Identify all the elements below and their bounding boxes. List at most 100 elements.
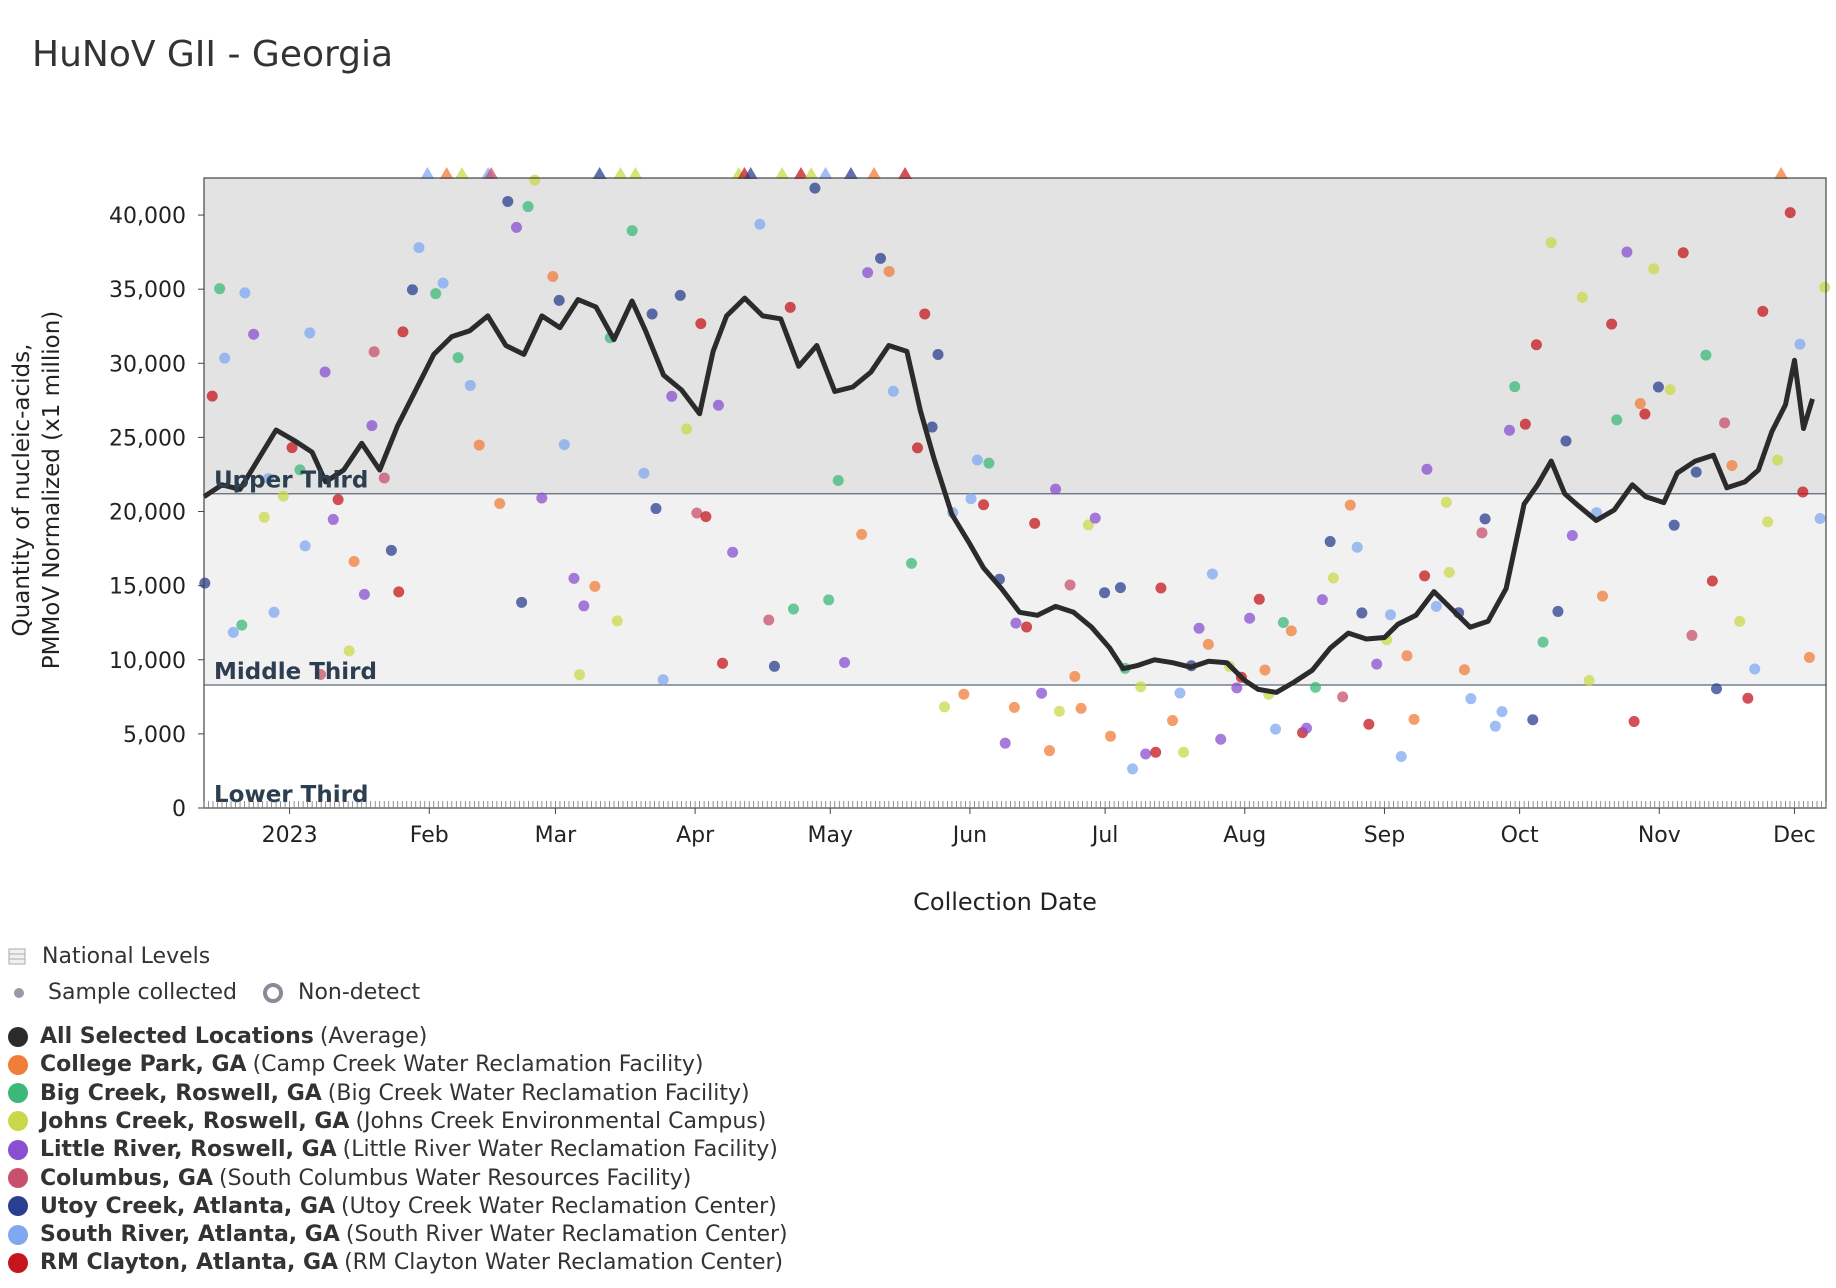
sample-point — [674, 289, 686, 301]
overflow-marker — [439, 167, 454, 179]
y-axis-label: Quantity of nucleic-acids, PMMoV Normali… — [9, 311, 65, 670]
sample-point — [536, 492, 548, 504]
x-axis-label: Collection Date — [913, 888, 1097, 916]
sample-point — [1135, 681, 1147, 693]
sample-point — [494, 497, 506, 509]
sample-point — [1797, 486, 1809, 498]
sample-point — [1231, 682, 1243, 694]
average-line — [202, 295, 1815, 695]
legend-site-item[interactable]: Little River, Roswell, GA (Little River W… — [8, 1137, 778, 1162]
sample-point — [1606, 318, 1618, 330]
legend-site-facility: (Average) — [319, 1024, 428, 1049]
sample-point — [1719, 417, 1731, 429]
sample-point — [1576, 291, 1588, 303]
sample-point — [1127, 763, 1139, 775]
sample-point — [227, 626, 239, 638]
sample-point — [286, 442, 298, 454]
sample-point — [1430, 600, 1442, 612]
legend-color-dot — [8, 1168, 28, 1188]
sample-point — [1476, 527, 1488, 539]
legend-site-item[interactable]: RM Clayton, Atlanta, GA (RM Clayton Water… — [8, 1250, 783, 1275]
sample-point — [219, 352, 231, 364]
legend-color-dot — [8, 1139, 28, 1160]
sample-point — [1259, 664, 1271, 676]
band-label-1: Middle Third — [214, 659, 377, 685]
sample-point — [1337, 691, 1349, 703]
legend-color-dot — [8, 1111, 28, 1132]
band-label-2: Lower Third — [214, 782, 368, 808]
sample-point — [1270, 723, 1282, 735]
sample-point — [727, 546, 739, 558]
chart-area[interactable]: Upper Third Middle Third Lower Third 0 5,00… — [0, 0, 1836, 960]
sample-point — [268, 606, 280, 618]
sample-point — [1690, 466, 1702, 478]
y-axis-label-line-2: PMMoV Normalized (x1 million) — [39, 311, 65, 670]
sample-point — [1527, 714, 1539, 726]
overflow-marker — [628, 167, 643, 179]
sample-point — [358, 588, 370, 600]
y-tick-label: 35,000 — [109, 278, 186, 303]
sample-point — [1496, 706, 1508, 718]
overflow-marker — [613, 167, 628, 179]
sample-point — [926, 421, 938, 433]
sample-dot-icon — [14, 987, 24, 998]
sample-point — [754, 218, 766, 230]
sample-point — [239, 287, 251, 299]
sample-point — [1384, 609, 1396, 621]
sample-point — [1419, 570, 1431, 582]
sample-point — [1634, 398, 1646, 410]
legend-color-dot — [8, 1026, 28, 1047]
legend-site-item[interactable]: All Selected Locations (Average) — [8, 1024, 427, 1049]
sample-point — [385, 544, 397, 556]
sample-point — [1277, 616, 1289, 628]
sample-points — [199, 174, 1831, 775]
sample-point — [1215, 733, 1227, 745]
legend-site-item[interactable]: Johns Creek, Roswell, GA (Johns Creek Env… — [8, 1109, 766, 1134]
non-detect-ring-icon — [263, 982, 283, 1003]
overflow-marker — [804, 167, 819, 179]
sample-point — [1734, 615, 1746, 627]
sample-point — [568, 572, 580, 584]
sample-point — [547, 270, 559, 282]
overflow-marker — [592, 167, 607, 179]
sample-point — [1351, 541, 1363, 553]
legend-site-facility: (Utoy Creek Water Reclamation Center) — [341, 1193, 777, 1219]
overflow-marker — [898, 167, 913, 179]
legend-site-item[interactable]: College Park, GA (Camp Creek Water Reclam… — [8, 1052, 703, 1077]
legend-site-name: South River, Atlanta, GA — [40, 1222, 340, 1248]
legend-site-name: Big Creek, Roswell, GA — [40, 1080, 322, 1106]
legend-site-item[interactable]: Columbus, GA (South Columbus Water Resour… — [8, 1166, 691, 1191]
sample-point — [1316, 594, 1328, 606]
legend-site-item[interactable]: Utoy Creek, Atlanta, GA (Utoy Creek Water… — [8, 1194, 777, 1219]
legend-national-levels[interactable]: National Levels — [8, 944, 210, 969]
sample-point — [294, 464, 306, 476]
sample-point — [393, 586, 405, 598]
sample-point — [522, 201, 534, 213]
chart-title: HuNoV GII - Georgia — [32, 34, 394, 75]
sample-point — [1010, 617, 1022, 629]
sample-point — [1021, 621, 1033, 633]
sample-point — [809, 182, 821, 194]
sample-point — [1174, 687, 1186, 699]
sample-point — [397, 326, 409, 338]
legend-site-item[interactable]: South River, Atlanta, GA (South River Wat… — [8, 1222, 788, 1247]
sample-point — [464, 379, 476, 391]
sample-point — [1566, 530, 1578, 542]
sample-point — [1583, 674, 1595, 686]
x-tick-label: Dec — [1773, 823, 1816, 848]
legend-color-dot — [8, 1252, 28, 1273]
sample-point — [1395, 750, 1407, 762]
sample-point — [1530, 339, 1542, 351]
legend-site-item[interactable]: Big Creek, Roswell, GA (Big Creek Water R… — [8, 1081, 750, 1106]
sample-point — [1639, 408, 1651, 420]
sample-point — [1064, 579, 1076, 591]
overflow-marker — [818, 167, 833, 179]
overflow-markers — [420, 167, 1789, 179]
sample-point — [1244, 612, 1256, 624]
sample-point — [1155, 582, 1167, 594]
national-level-bands — [204, 178, 1826, 808]
sample-point — [406, 284, 418, 296]
sample-point — [657, 674, 669, 686]
legend-national-levels-label: National Levels — [42, 944, 211, 969]
y-tick-label: 0 — [172, 797, 186, 822]
